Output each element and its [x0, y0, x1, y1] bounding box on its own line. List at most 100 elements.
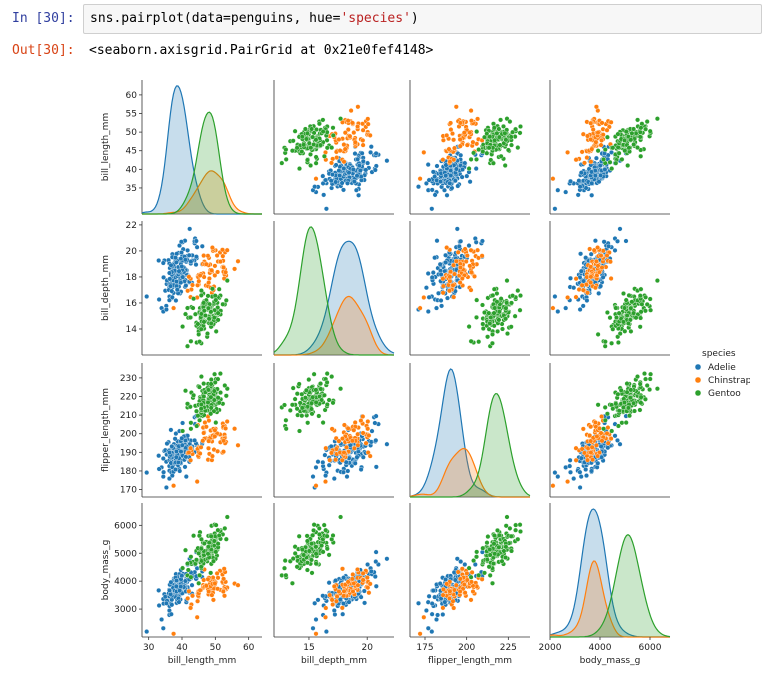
point-chinstrap [605, 425, 611, 431]
point-chinstrap [194, 614, 200, 620]
point-adelie [429, 206, 435, 212]
point-chinstrap [360, 121, 366, 127]
y-tick-label: 180 [120, 467, 137, 477]
point-chinstrap [607, 259, 613, 265]
point-adelie [337, 172, 343, 178]
point-gentoo [619, 156, 625, 162]
point-gentoo [627, 395, 633, 401]
point-gentoo [648, 307, 654, 313]
point-gentoo [188, 574, 194, 580]
legend-label-adelie: Adelie [708, 363, 736, 373]
point-gentoo [205, 551, 211, 557]
point-gentoo [654, 116, 660, 122]
point-gentoo [633, 315, 639, 321]
point-adelie [362, 600, 368, 606]
point-gentoo [224, 514, 230, 520]
point-gentoo [208, 411, 214, 417]
point-gentoo [644, 383, 650, 389]
point-adelie [336, 168, 342, 174]
point-gentoo [490, 580, 496, 586]
point-chinstrap [351, 427, 357, 433]
point-adelie [447, 180, 453, 186]
point-chinstrap [235, 582, 241, 588]
point-chinstrap [209, 592, 215, 598]
point-chinstrap [550, 483, 556, 489]
point-gentoo [494, 290, 500, 296]
point-gentoo [216, 286, 222, 292]
point-gentoo [330, 132, 336, 138]
point-gentoo [607, 159, 613, 165]
point-adelie [326, 462, 332, 468]
point-gentoo [503, 316, 509, 322]
point-gentoo [654, 386, 660, 392]
point-adelie [163, 306, 169, 312]
point-gentoo [484, 540, 490, 546]
point-adelie [144, 629, 150, 635]
point-adelie [617, 226, 623, 232]
point-gentoo [624, 381, 630, 387]
point-gentoo [626, 145, 632, 151]
pair-panel [409, 363, 531, 498]
point-gentoo [498, 153, 504, 159]
point-chinstrap [440, 290, 446, 296]
point-gentoo [279, 160, 285, 166]
kde-fill-adelie [142, 86, 262, 214]
point-chinstrap [333, 598, 339, 604]
point-adelie [365, 160, 371, 166]
point-gentoo [638, 153, 644, 159]
point-adelie [600, 274, 606, 280]
pair-panel [409, 221, 530, 356]
point-gentoo [320, 117, 326, 123]
point-gentoo [512, 313, 518, 319]
point-adelie [354, 454, 360, 460]
point-chinstrap [342, 130, 348, 136]
point-gentoo [208, 377, 214, 383]
y-tick-label: 16 [126, 299, 138, 309]
y-tick-label: 18 [126, 273, 138, 283]
point-chinstrap [214, 570, 220, 576]
point-adelie [583, 467, 589, 473]
point-gentoo [208, 394, 214, 400]
point-gentoo [623, 129, 629, 135]
point-adelie [315, 597, 321, 603]
point-adelie [443, 252, 449, 258]
point-gentoo [622, 137, 628, 143]
point-chinstrap [475, 247, 481, 253]
legend-marker-chinstrap [694, 376, 702, 384]
point-chinstrap [573, 294, 579, 300]
y-tick-label: 45 [126, 147, 137, 157]
point-chinstrap [188, 605, 194, 611]
point-adelie [144, 293, 150, 299]
code-cell-input[interactable]: sns.pairplot(data=penguins, hue='species… [83, 4, 762, 34]
point-gentoo [188, 420, 194, 426]
point-chinstrap [595, 245, 601, 251]
point-chinstrap [200, 438, 206, 444]
point-gentoo [321, 153, 327, 159]
point-adelie [438, 179, 444, 185]
point-gentoo [601, 156, 607, 162]
point-chinstrap [365, 419, 371, 425]
point-gentoo [509, 142, 515, 148]
point-gentoo [308, 557, 314, 563]
point-adelie [310, 474, 316, 480]
point-gentoo [224, 278, 230, 284]
point-gentoo [205, 293, 211, 299]
point-gentoo [222, 525, 228, 531]
point-chinstrap [322, 479, 328, 485]
point-chinstrap [573, 445, 579, 451]
point-adelie [439, 303, 445, 309]
point-chinstrap [604, 430, 610, 436]
point-chinstrap [215, 448, 221, 454]
point-chinstrap [365, 585, 371, 591]
y-axis-label: flipper_length_mm [101, 388, 111, 472]
point-gentoo [310, 394, 316, 400]
point-gentoo [515, 145, 521, 151]
point-gentoo [193, 408, 199, 414]
point-gentoo [642, 308, 648, 314]
y-axis-label: body_mass_g [101, 540, 111, 601]
point-adelie [174, 287, 180, 293]
point-gentoo [615, 340, 621, 346]
point-adelie [164, 441, 170, 447]
output-text: <seaborn.axisgrid.PairGrid at 0x21e0fef4… [89, 43, 434, 58]
point-chinstrap [209, 267, 215, 273]
